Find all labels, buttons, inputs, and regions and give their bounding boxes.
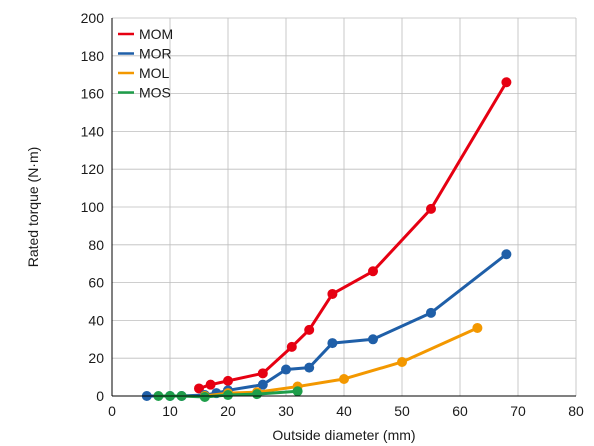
legend-item-mom: MOM	[118, 26, 173, 42]
y-tick-label: 60	[88, 275, 104, 291]
data-point-mom	[257, 368, 268, 379]
x-tick-label: 40	[336, 403, 352, 419]
x-tick-label: 20	[220, 403, 236, 419]
y-tick-label: 200	[81, 10, 105, 26]
data-point-mos	[199, 391, 210, 402]
x-tick-label: 60	[452, 403, 468, 419]
y-axis-title: Rated torque (N·m)	[25, 147, 41, 268]
data-point-mor	[281, 364, 291, 375]
y-tick-label: 100	[81, 199, 105, 215]
series-line-mor	[146, 253, 508, 398]
data-point-mom	[327, 288, 338, 299]
series-mor	[141, 249, 512, 401]
x-tick-label: 80	[568, 403, 584, 419]
data-point-mom	[304, 324, 315, 335]
y-tick-label: 40	[88, 312, 104, 328]
x-tick-label: 0	[108, 403, 116, 419]
y-tick-labels: 0 20 40 60 80 100 120 140 160 180 200	[81, 10, 105, 404]
data-point-mom	[426, 203, 436, 214]
x-tick-label: 50	[394, 403, 410, 419]
series-layer	[141, 77, 512, 402]
data-point-mor	[368, 334, 378, 345]
y-tick-label: 20	[88, 350, 104, 366]
data-point-mos	[223, 390, 233, 401]
data-point-mos	[252, 389, 262, 400]
data-point-mom	[368, 266, 378, 277]
y-tick-label: 120	[81, 161, 105, 177]
grid	[112, 17, 577, 396]
y-tick-label: 160	[81, 86, 105, 102]
data-point-mor	[257, 379, 268, 390]
series-line-mom	[198, 81, 508, 390]
legend-item-mor: MOR	[118, 46, 172, 62]
x-tick-label: 30	[278, 403, 294, 419]
legend: MOM MOR MOL MOS	[118, 26, 173, 101]
y-tick-label: 80	[88, 237, 104, 253]
legend-label: MOM	[139, 26, 173, 42]
x-tick-label: 10	[162, 403, 178, 419]
legend-label: MOR	[139, 46, 172, 62]
legend-item-mos: MOS	[118, 85, 171, 101]
data-point-mos	[292, 386, 303, 397]
data-point-mom	[286, 341, 297, 352]
series-line-mol	[204, 326, 479, 398]
x-axis-title: Outside diameter (mm)	[272, 427, 415, 443]
legend-label: MOS	[139, 85, 171, 101]
legend-label: MOL	[139, 65, 170, 81]
data-point-mom	[223, 375, 233, 386]
x-tick-labels: 0 10 20 30 40 50 60 70 80	[108, 403, 584, 419]
data-point-mol	[472, 322, 483, 333]
data-point-mor	[327, 338, 338, 349]
data-point-mor	[426, 307, 436, 318]
data-point-mom	[205, 379, 216, 390]
data-point-mom	[501, 77, 512, 88]
data-point-mor	[304, 362, 315, 373]
series-mom	[194, 77, 512, 394]
data-point-mor	[501, 249, 512, 260]
data-point-mol	[339, 373, 349, 384]
data-point-mom	[194, 383, 204, 394]
x-tick-label: 70	[510, 403, 526, 419]
data-point-mol	[397, 356, 407, 367]
legend-item-mol: MOL	[118, 65, 170, 81]
y-tick-label: 180	[81, 48, 105, 64]
y-tick-label: 0	[96, 388, 104, 404]
y-tick-label: 140	[81, 123, 105, 139]
